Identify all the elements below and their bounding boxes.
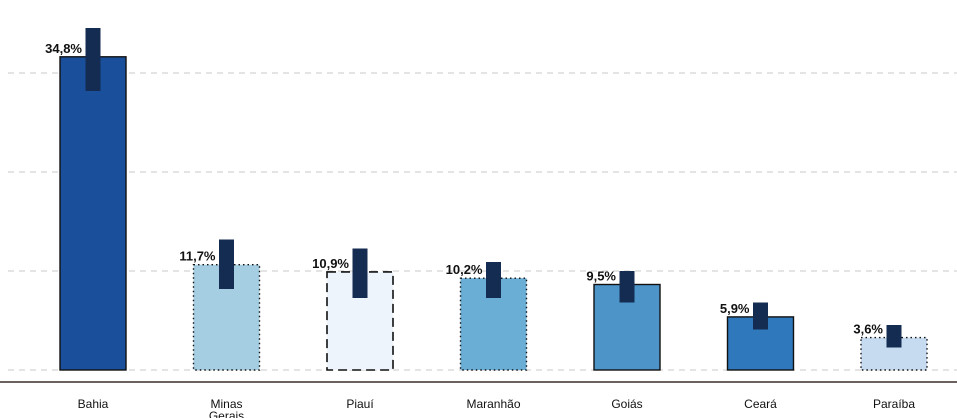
value-label: 11,7% [179,249,216,264]
value-label: 3,6% [853,322,883,337]
error-bar [85,28,101,91]
category-label: Minas [210,397,242,411]
error-bar [219,239,234,289]
error-bar [486,262,501,298]
value-labels: 34,8% 11,7% 10,9% 10,2% 9,5% 5,9% 3,6% [45,41,883,337]
value-label: 5,9% [720,301,750,316]
category-label: Paraíba [873,397,915,411]
category-label: Bahia [78,397,109,411]
bar-bahia [59,56,127,371]
error-bar [753,302,768,330]
category-label: Piauí [346,397,374,411]
value-label: 9,5% [586,269,616,284]
error-bars [85,28,902,348]
error-bar [619,271,635,303]
error-bar [352,248,368,298]
value-label: 34,8% [45,41,82,56]
bars [59,56,928,371]
error-bar [886,325,902,348]
category-label: Goiás [611,397,642,411]
value-label: 10,2% [446,262,483,277]
value-label: 10,9% [312,256,349,271]
category-label: Gerais [209,409,244,418]
category-label: Ceará [744,397,777,411]
category-label: Maranhão [466,397,520,411]
